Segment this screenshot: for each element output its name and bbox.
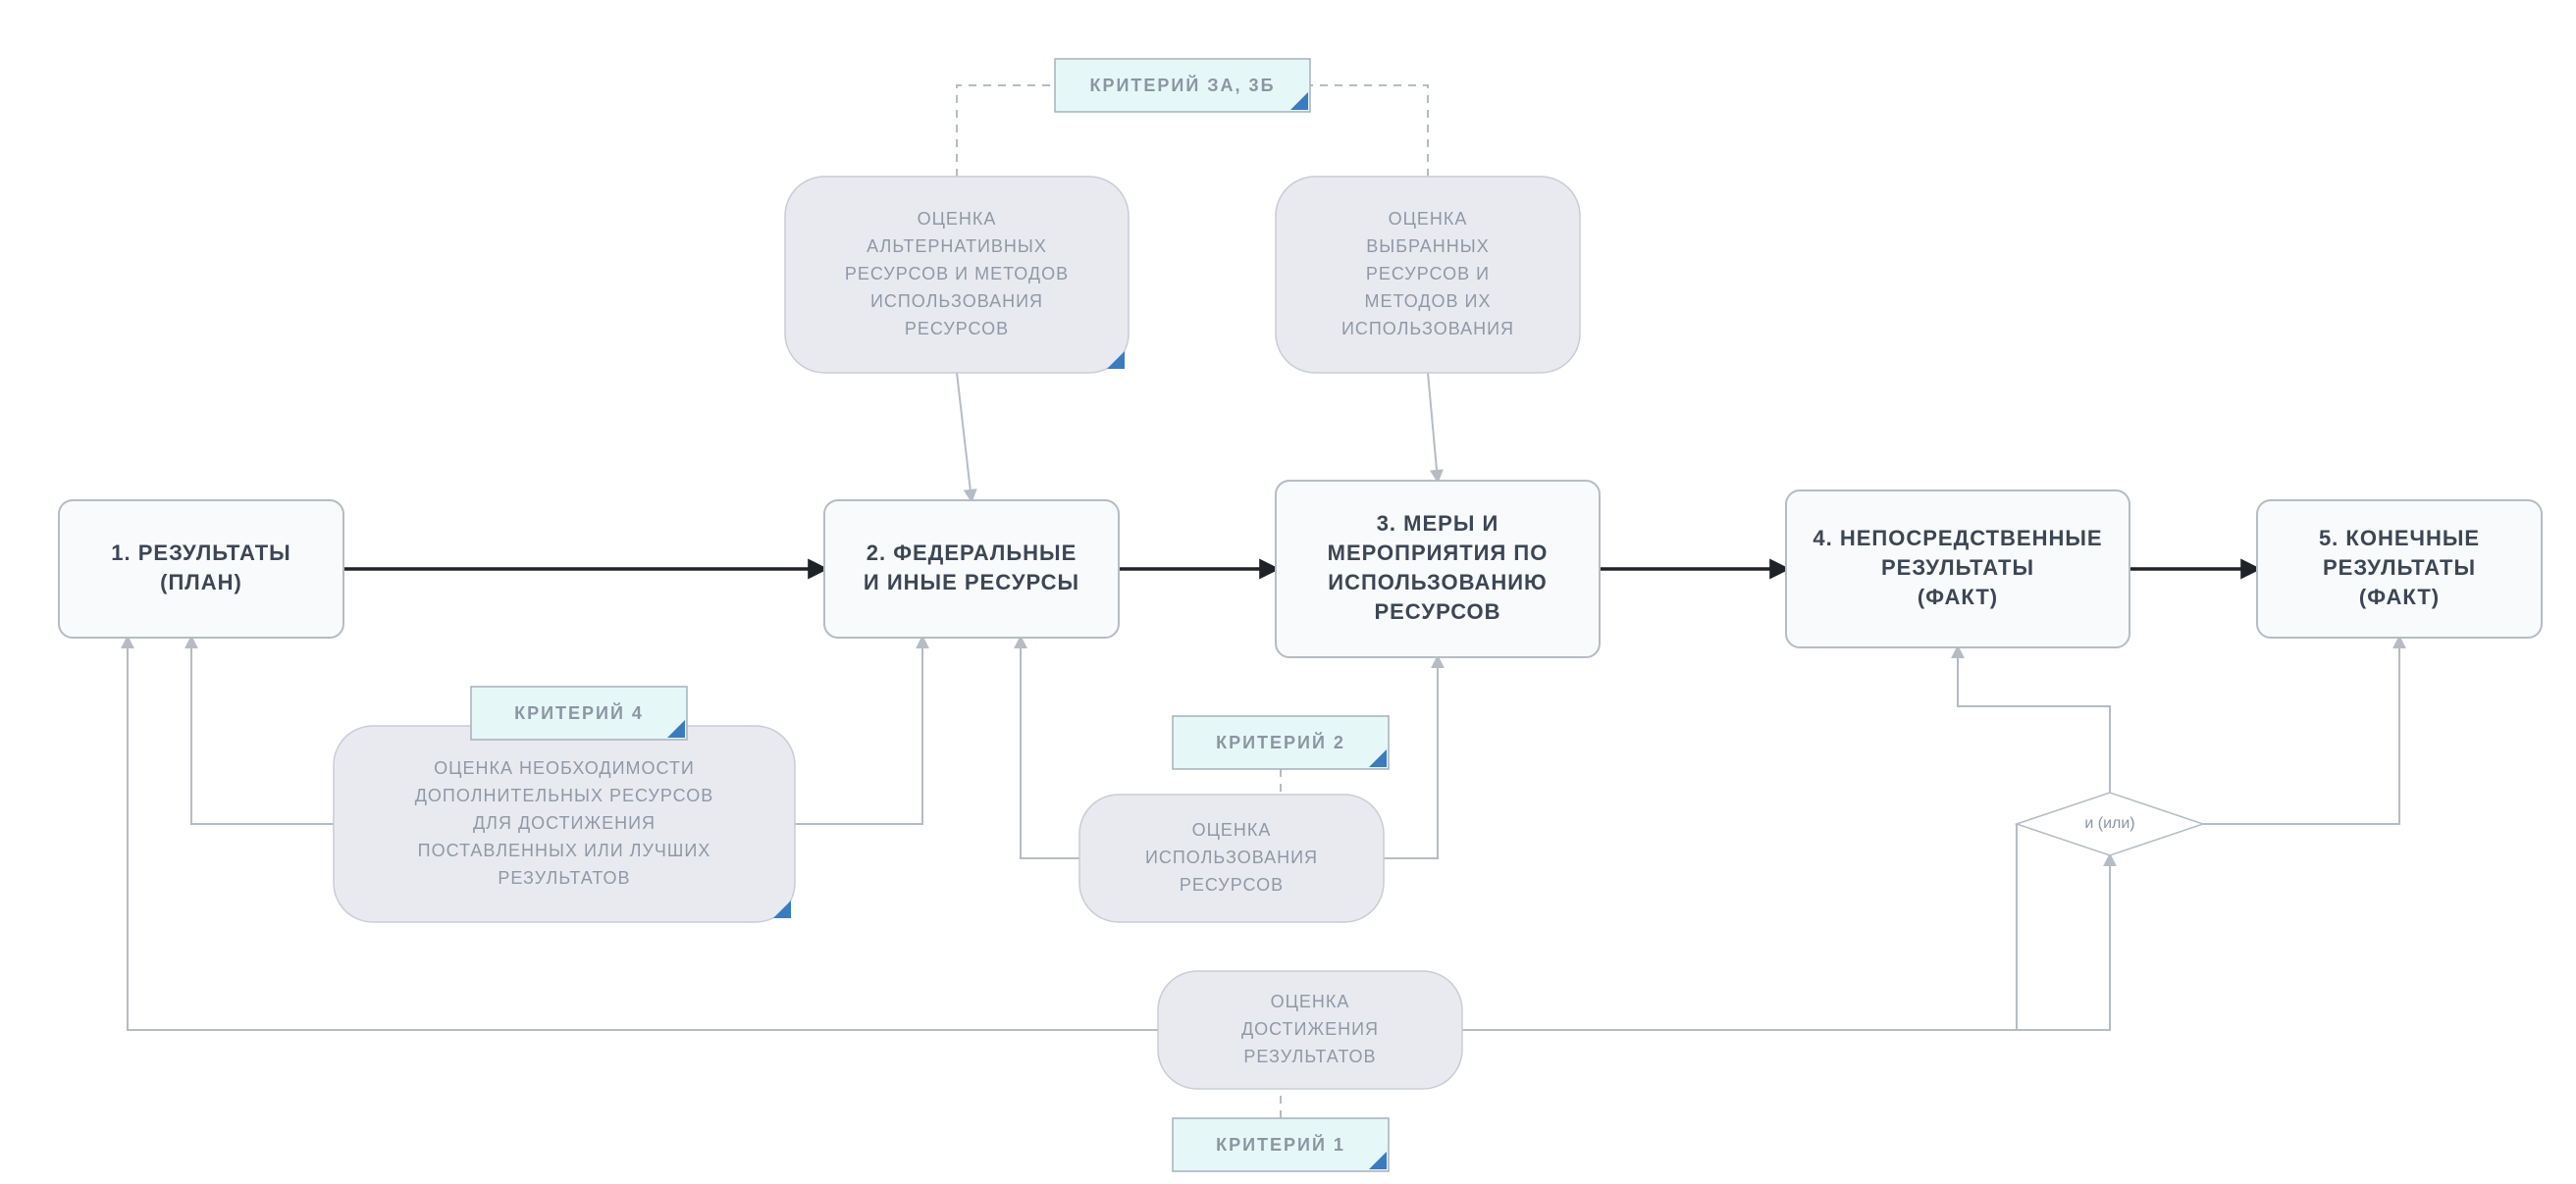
svg-text:ОЦЕНКА НЕОБХОДИМОСТИ: ОЦЕНКА НЕОБХОДИМОСТИ — [434, 758, 695, 778]
svg-text:РЕЗУЛЬТАТОВ: РЕЗУЛЬТАТОВ — [1243, 1047, 1376, 1066]
svg-text:ОЦЕНКА: ОЦЕНКА — [918, 209, 997, 229]
svg-text:РЕЗУЛЬТАТОВ: РЕЗУЛЬТАТОВ — [498, 868, 630, 888]
grey-edge — [1384, 657, 1438, 858]
criterion-label-c2: КРИТЕРИЙ 2 — [1216, 732, 1345, 752]
svg-text:ДОСТИЖЕНИЯ: ДОСТИЖЕНИЯ — [1241, 1019, 1379, 1039]
svg-text:РЕСУРСОВ: РЕСУРСОВ — [905, 319, 1009, 338]
svg-text:(ПЛАН): (ПЛАН) — [160, 570, 242, 594]
svg-text:И ИНЫЕ РЕСУРСЫ: И ИНЫЕ РЕСУРСЫ — [864, 570, 1079, 594]
grey-edge-dashed — [1310, 85, 1428, 177]
grey-edge — [191, 638, 334, 824]
grey-edge — [2203, 638, 2399, 824]
svg-text:3. МЕРЫ И: 3. МЕРЫ И — [1377, 511, 1499, 536]
grey-edge — [1462, 824, 2017, 1030]
svg-text:РЕЗУЛЬТАТЫ: РЕЗУЛЬТАТЫ — [2323, 555, 2476, 580]
svg-text:5. КОНЕЧНЫЕ: 5. КОНЕЧНЫЕ — [2319, 526, 2480, 550]
svg-text:1. РЕЗУЛЬТАТЫ: 1. РЕЗУЛЬТАТЫ — [111, 541, 290, 565]
svg-text:МЕРОПРИЯТИЯ ПО: МЕРОПРИЯТИЯ ПО — [1328, 541, 1549, 565]
flowchart: 1. РЕЗУЛЬТАТЫ (ПЛАН) 2. ФЕДЕРАЛЬНЫЕ И ИНЫЕ … — [0, 0, 2576, 1184]
svg-text:ОЦЕНКА: ОЦЕНКА — [1192, 820, 1272, 840]
svg-text:ПОСТАВЛЕННЫХ ИЛИ ЛУЧШИХ: ПОСТАВЛЕННЫХ ИЛИ ЛУЧШИХ — [418, 841, 711, 860]
criterion-label-c3ab: КРИТЕРИЙ ЗА, 3Б — [1089, 75, 1275, 95]
decision-label: и (или) — [2084, 815, 2134, 832]
grey-edge — [1462, 855, 2110, 1030]
criterion-label-c4: КРИТЕРИЙ 4 — [514, 702, 644, 723]
svg-text:ДОПОЛНИТЕЛЬНЫХ РЕСУРСОВ: ДОПОЛНИТЕЛЬНЫХ РЕСУРСОВ — [415, 786, 714, 805]
svg-text:ОЦЕНКА: ОЦЕНКА — [1389, 209, 1468, 229]
svg-text:РЕСУРСОВ И МЕТОДОВ: РЕСУРСОВ И МЕТОДОВ — [845, 264, 1069, 283]
svg-text:4. НЕПОСРЕДСТВЕННЫЕ: 4. НЕПОСРЕДСТВЕННЫЕ — [1813, 526, 2102, 550]
svg-text:ВЫБРАННЫХ: ВЫБРАННЫХ — [1366, 236, 1490, 256]
grey-edge — [795, 638, 922, 824]
svg-text:ИСПОЛЬЗОВАНИЯ: ИСПОЛЬЗОВАНИЯ — [870, 291, 1043, 311]
svg-text:ИСПОЛЬЗОВАНИЯ: ИСПОЛЬЗОВАНИЯ — [1341, 319, 1514, 338]
grey-edge — [1428, 373, 1438, 481]
svg-text:РЕСУРСОВ: РЕСУРСОВ — [1180, 875, 1284, 895]
svg-text:РЕСУРСОВ И: РЕСУРСОВ И — [1366, 264, 1490, 283]
grey-edge-dashed — [957, 85, 1055, 177]
criterion-label-c1: КРИТЕРИЙ 1 — [1216, 1134, 1345, 1155]
grey-edge — [1021, 638, 1079, 858]
svg-text:МЕТОДОВ ИХ: МЕТОДОВ ИХ — [1365, 291, 1492, 311]
svg-text:ИСПОЛЬЗОВАНИЯ: ИСПОЛЬЗОВАНИЯ — [1145, 848, 1318, 867]
svg-text:ДЛЯ ДОСТИЖЕНИЯ: ДЛЯ ДОСТИЖЕНИЯ — [473, 813, 656, 833]
svg-text:РЕСУРСОВ: РЕСУРСОВ — [1374, 599, 1500, 624]
grey-edge — [1958, 647, 2110, 793]
svg-text:2. ФЕДЕРАЛЬНЫЕ: 2. ФЕДЕРАЛЬНЫЕ — [867, 541, 1078, 565]
svg-text:РЕЗУЛЬТАТЫ: РЕЗУЛЬТАТЫ — [1881, 555, 2034, 580]
grey-edge — [957, 373, 972, 500]
svg-text:(ФАКТ): (ФАКТ) — [1918, 585, 1998, 609]
svg-text:ОЦЕНКА: ОЦЕНКА — [1271, 992, 1350, 1011]
svg-text:(ФАКТ): (ФАКТ) — [2359, 585, 2440, 609]
svg-text:ИСПОЛЬЗОВАНИЮ: ИСПОЛЬЗОВАНИЮ — [1328, 570, 1547, 594]
svg-text:АЛЬТЕРНАТИВНЫХ: АЛЬТЕРНАТИВНЫХ — [867, 236, 1047, 256]
